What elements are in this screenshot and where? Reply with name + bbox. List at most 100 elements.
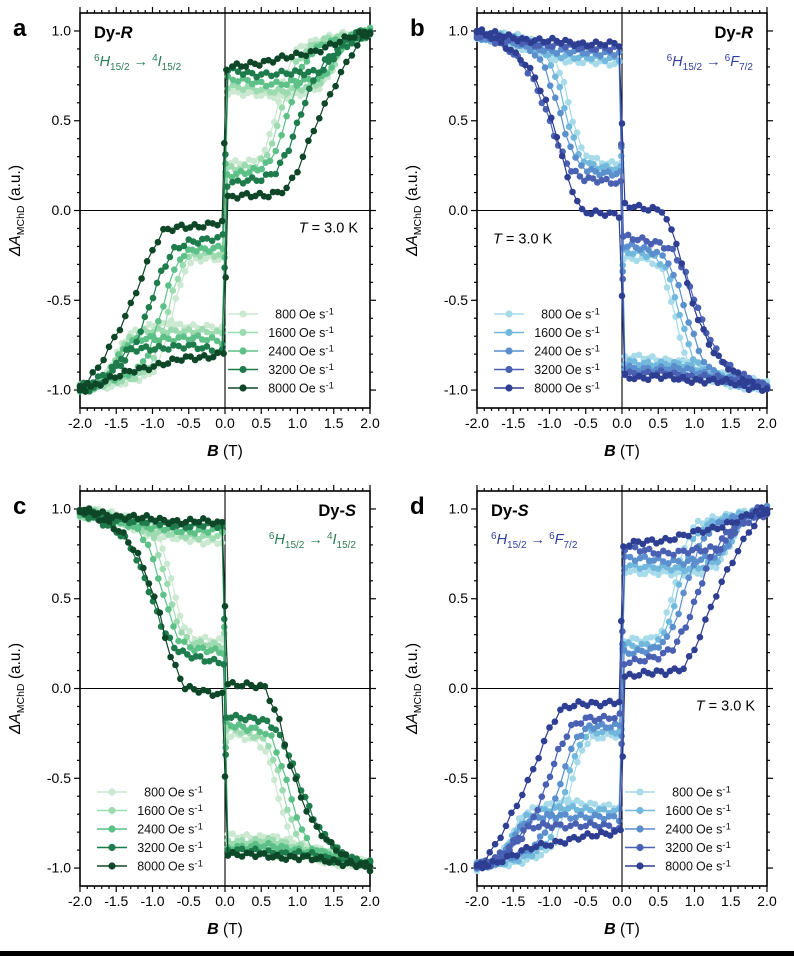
x-tick-label: 0.0 <box>612 893 632 909</box>
y-tick-label: 1.0 <box>449 22 469 38</box>
sample-title: Dy-R <box>714 24 753 42</box>
legend-unit: Oe s-1 <box>565 362 600 377</box>
legend-unit: Oe s-1 <box>565 325 600 340</box>
legend-rate: 3200 <box>137 841 165 855</box>
chart-d: -2.0 -1.5 -1.0 -0.5 0.0 0.5 1.0 1.5 2.0 1.0 0.5 0.0… <box>397 478 794 956</box>
legend-unit: Oe s-1 <box>168 840 203 855</box>
x-tick-label: 0.0 <box>215 415 235 431</box>
legend-rate: 3200 <box>268 363 296 377</box>
x-tick-label: -0.5 <box>177 415 201 431</box>
chart-b: -2.0 -1.5 -1.0 -0.5 0.0 0.5 1.0 1.5 2.0 1.0 0.5 0.0… <box>397 0 794 478</box>
legend-rate: 8000 <box>137 860 165 874</box>
x-tick-label: -1.0 <box>140 415 164 431</box>
legend-unit: Oe s-1 <box>696 785 731 800</box>
temperature-label: T = 3.0 K <box>493 232 553 248</box>
x-tick-label: -0.5 <box>177 893 201 909</box>
x-tick-label: 1.5 <box>324 893 344 909</box>
legend-rate: 2400 <box>534 345 562 359</box>
legend-rate: 800 <box>275 308 296 322</box>
y-tick-label: -0.5 <box>444 770 468 786</box>
legend-unit: Oe s-1 <box>565 381 600 396</box>
temperature-label: T = 3.0 K <box>299 221 359 237</box>
y-tick-label: -0.5 <box>47 770 71 786</box>
y-tick-label: 0.5 <box>449 112 469 128</box>
sample-title: Dy-S <box>318 502 356 520</box>
legend-unit: Oe s-1 <box>696 803 731 818</box>
legend-unit: Oe s-1 <box>565 307 600 322</box>
y-axis-label: ΔAMChD (a.u.) <box>404 643 424 735</box>
panel-d: -2.0 -1.5 -1.0 -0.5 0.0 0.5 1.0 1.5 2.0 1.0 0.5 0.0… <box>397 478 794 956</box>
legend-unit: Oe s-1 <box>696 859 731 874</box>
x-tick-label: -1.5 <box>501 415 525 431</box>
legend-unit: Oe s-1 <box>696 822 731 837</box>
legend-unit: Oe s-1 <box>299 344 334 359</box>
legend-unit: Oe s-1 <box>168 859 203 874</box>
x-axis-label: B (T) <box>207 443 243 460</box>
bottom-rule <box>0 951 794 956</box>
legend-rate: 800 <box>672 786 693 800</box>
x-tick-label: 1.0 <box>685 415 705 431</box>
x-tick-label: -1.5 <box>501 893 525 909</box>
y-tick-label: 0.0 <box>52 202 72 218</box>
legend-rate: 2400 <box>268 345 296 359</box>
legend-unit: Oe s-1 <box>299 381 334 396</box>
legend-unit: Oe s-1 <box>565 344 600 359</box>
y-tick-label: 1.0 <box>52 500 72 516</box>
legend-rate: 1600 <box>268 326 296 340</box>
legend-rate: 800 <box>144 786 165 800</box>
y-tick-label: 1.0 <box>449 500 469 516</box>
panel-letter-c: c <box>13 493 26 520</box>
legend-rate: 3200 <box>534 363 562 377</box>
panel-a: -2.0 -1.5 -1.0 -0.5 0.0 0.5 1.0 1.5 2.0 1.0 0.5 0.0… <box>0 0 397 478</box>
sample-title: Dy-S <box>491 502 529 520</box>
legend-rate: 1600 <box>665 804 693 818</box>
x-tick-label: 1.5 <box>324 415 344 431</box>
legend-rate: 800 <box>541 308 562 322</box>
x-tick-label: -0.5 <box>574 893 598 909</box>
x-tick-label: 1.0 <box>288 415 308 431</box>
x-tick-label: -1.0 <box>537 893 561 909</box>
transition-label: 6H15/2 → 4I15/2 <box>94 53 182 73</box>
y-tick-label: -1.0 <box>444 382 468 398</box>
temperature-label: T = 3.0 K <box>696 699 756 715</box>
y-axis-label: ΔAMChD (a.u.) <box>7 165 27 257</box>
x-tick-label: 0.0 <box>215 893 235 909</box>
x-tick-label: 0.5 <box>252 415 272 431</box>
legend-rate: 2400 <box>665 823 693 837</box>
transition-label: 6H15/2 → 6F7/2 <box>667 53 754 73</box>
y-tick-label: 0.0 <box>449 202 469 218</box>
panel-letter-b: b <box>410 15 425 42</box>
y-tick-label: -0.5 <box>47 292 71 308</box>
legend-unit: Oe s-1 <box>299 307 334 322</box>
x-tick-label: 2.0 <box>757 893 777 909</box>
y-tick-label: 1.0 <box>52 22 72 38</box>
y-tick-label: 0.0 <box>52 680 72 696</box>
x-tick-label: 1.0 <box>288 893 308 909</box>
x-axis-label: B (T) <box>207 921 243 938</box>
x-tick-label: -1.5 <box>104 893 128 909</box>
x-tick-label: -2.0 <box>68 415 92 431</box>
x-tick-label: -0.5 <box>574 415 598 431</box>
legend-rate: 1600 <box>534 326 562 340</box>
x-axis-label: B (T) <box>604 443 640 460</box>
x-tick-label: -1.5 <box>104 415 128 431</box>
x-tick-label: -1.0 <box>140 893 164 909</box>
legend-rate: 8000 <box>534 382 562 396</box>
panel-b: -2.0 -1.5 -1.0 -0.5 0.0 0.5 1.0 1.5 2.0 1.0 0.5 0.0… <box>397 0 794 478</box>
panel-letter-d: d <box>410 493 425 520</box>
series-8000 <box>76 28 374 395</box>
x-tick-label: -2.0 <box>465 893 489 909</box>
legend-unit: Oe s-1 <box>299 362 334 377</box>
x-tick-label: 2.0 <box>360 893 380 909</box>
y-axis-label: ΔAMChD (a.u.) <box>7 643 27 735</box>
sample-title: Dy-R <box>94 24 133 42</box>
legend-unit: Oe s-1 <box>168 803 203 818</box>
x-axis-label: B (T) <box>604 921 640 938</box>
x-tick-label: 1.0 <box>685 893 705 909</box>
legend-rate: 2400 <box>137 823 165 837</box>
x-tick-label: 1.5 <box>721 893 741 909</box>
